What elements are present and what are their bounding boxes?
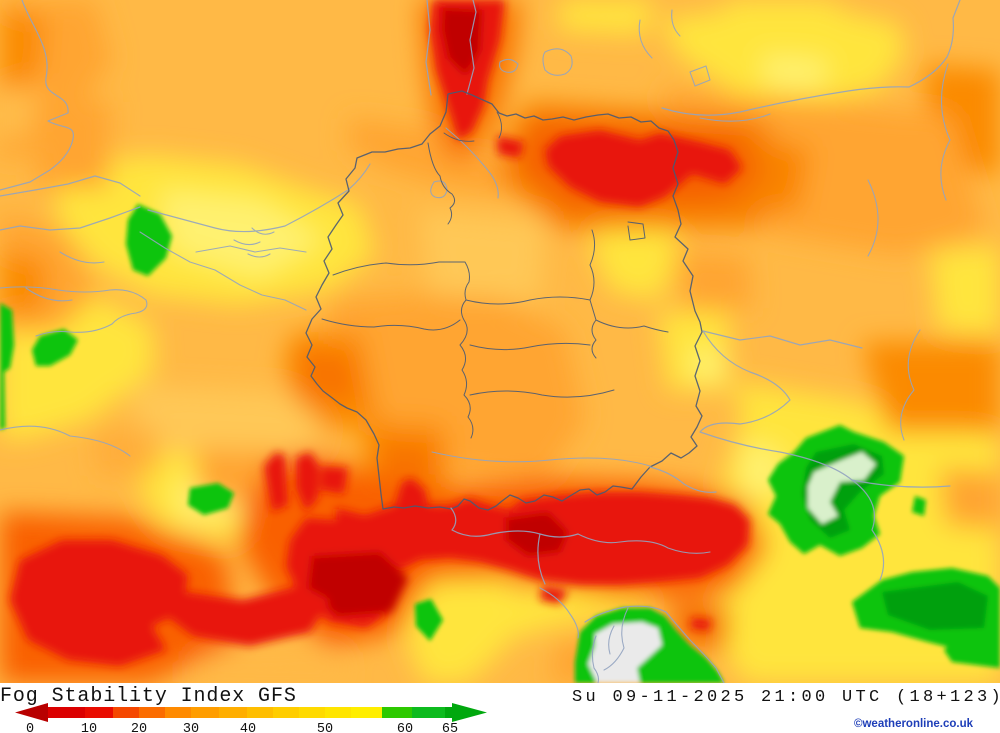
svg-text:40: 40 xyxy=(240,722,256,733)
svg-text:60: 60 xyxy=(397,722,413,733)
svg-text:20: 20 xyxy=(131,722,147,733)
svg-text:Su 09-11-2025 21:00 UTC (18+12: Su 09-11-2025 21:00 UTC (18+123) xyxy=(572,688,1000,707)
svg-text:Fog Stability Index GFS: Fog Stability Index GFS xyxy=(0,685,297,708)
svg-text:30: 30 xyxy=(183,722,199,733)
svg-text:©weatheronline.co.uk: ©weatheronline.co.uk xyxy=(854,718,974,730)
svg-text:65: 65 xyxy=(442,722,458,733)
svg-text:50: 50 xyxy=(317,722,333,733)
svg-text:0: 0 xyxy=(26,722,34,733)
svg-text:10: 10 xyxy=(81,722,97,733)
